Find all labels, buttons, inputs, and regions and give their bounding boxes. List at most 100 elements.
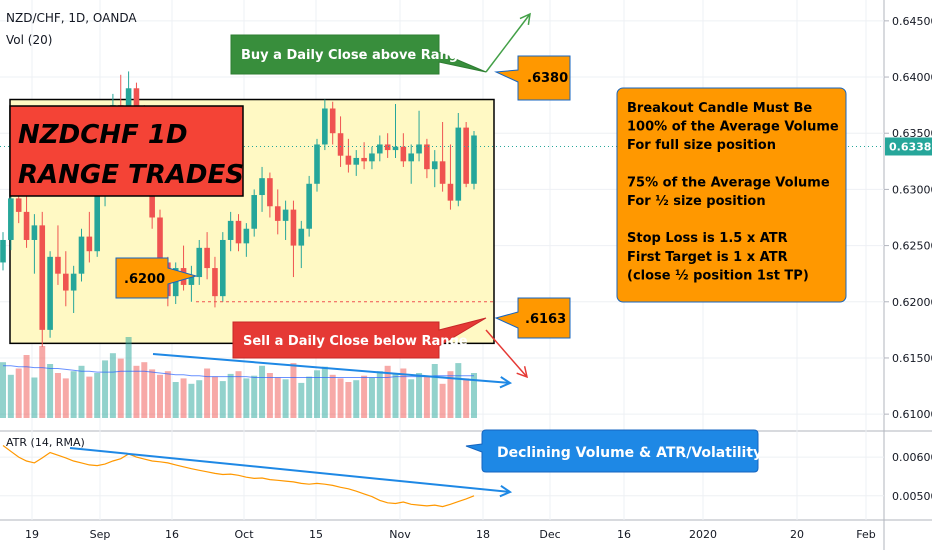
sell-breakout-arrow <box>485 329 528 378</box>
candle-body <box>471 135 477 184</box>
volume-bar <box>149 369 156 418</box>
volume-bar <box>172 382 179 418</box>
candle-body <box>78 236 85 274</box>
rules-line: 75% of the Average Volume <box>627 175 830 190</box>
candle-body <box>439 161 446 184</box>
candle-body <box>0 239 6 263</box>
volume-bar <box>314 370 320 418</box>
rules-line: For full size position <box>627 138 776 153</box>
volume-bar <box>0 362 6 418</box>
last-price-tag <box>885 137 932 156</box>
candle-body <box>345 155 352 165</box>
level-top-text: .6380 <box>527 71 568 86</box>
volume-bar <box>376 371 383 418</box>
candle-body <box>259 178 265 196</box>
sell-callout-shape <box>232 317 487 359</box>
volume-bar <box>47 364 54 418</box>
volume-bar <box>431 364 438 418</box>
volume-bar <box>23 355 30 418</box>
candle-body <box>15 198 22 212</box>
rules-line: For ½ size position <box>627 194 766 209</box>
time-tick-label: 20 <box>790 528 804 541</box>
candle-body <box>314 144 320 184</box>
level-bottom-shape <box>494 297 571 339</box>
candle-body <box>431 161 438 170</box>
level-support-text: .6200 <box>124 272 165 287</box>
volume-bar <box>133 365 140 418</box>
volume-bar <box>219 381 226 418</box>
candle-body <box>306 183 312 229</box>
price-tick-label: 0.61000 <box>892 408 932 421</box>
atr-tick-label: 0.00500 <box>892 490 932 503</box>
volume-bar <box>188 383 195 418</box>
candle-body <box>463 127 469 184</box>
candle-body <box>47 256 53 330</box>
candle-body <box>133 88 140 117</box>
atr-legend[interactable]: ATR (14, RMA) <box>6 436 85 449</box>
volume-bar <box>463 378 470 418</box>
volume-bar <box>423 376 430 418</box>
time-tick-label: Oct <box>234 528 254 541</box>
level-support-callout: .6200 <box>115 257 198 299</box>
atr-trend-arrow-head <box>499 484 513 498</box>
volume-bar <box>243 378 250 418</box>
volume-bar <box>306 376 313 418</box>
volume-bar <box>70 371 77 418</box>
volume-bar <box>62 378 69 418</box>
volume-bar <box>141 362 148 418</box>
volume-bar <box>321 366 328 418</box>
volume-bar <box>157 374 163 418</box>
volume-bar <box>337 378 344 418</box>
candle-body <box>267 178 273 207</box>
candle-body <box>377 144 383 154</box>
buy-callout: Buy a Daily Close above Range <box>230 34 487 75</box>
volume-bar <box>86 376 93 418</box>
volume-bar <box>361 375 368 418</box>
candle-body <box>384 144 391 151</box>
rules-box: Breakout Candle Must Be 100% of the Avera… <box>616 87 847 303</box>
rules-line: First Target is 1 x ATR <box>627 250 788 265</box>
candle-body <box>55 256 61 274</box>
candle-body <box>455 127 462 201</box>
candle-body <box>337 133 344 156</box>
volume-bar <box>211 376 218 418</box>
volume-bar <box>109 353 116 418</box>
volume-layer <box>0 337 477 418</box>
title-line-2: RANGE TRADES <box>18 160 244 190</box>
candle-body <box>282 209 289 221</box>
volume-bar <box>274 377 281 418</box>
time-tick-label: 16 <box>617 528 631 541</box>
candle-body <box>227 220 234 240</box>
buy-breakout-arrow <box>485 13 531 73</box>
candle-body <box>361 157 367 162</box>
volume-bar <box>298 382 305 418</box>
rules-line: Breakout Candle Must Be <box>627 101 812 116</box>
title-block: NZDCHF 1D RANGE TRADES <box>9 105 244 197</box>
time-tick-label: 18 <box>476 528 490 541</box>
candle-body <box>329 108 336 134</box>
volume-bar <box>353 380 360 418</box>
volume-bar <box>345 382 352 418</box>
volume-bar <box>196 380 203 418</box>
candle-body <box>392 146 399 151</box>
candle-body <box>188 277 195 285</box>
volume-bar <box>94 373 101 418</box>
volume-bar <box>102 360 109 418</box>
candle-body <box>70 273 77 291</box>
symbol-legend[interactable]: NZD/CHF, 1D, OANDA <box>6 11 137 25</box>
candle-body <box>94 195 100 252</box>
candle-body <box>63 273 69 291</box>
volume-legend[interactable]: Vol (20) <box>6 33 52 47</box>
volume-bar <box>251 375 258 418</box>
candle-body <box>8 198 14 240</box>
declining-callout-shape <box>465 429 759 473</box>
declining-callout: Declining Volume & ATR/Volatility <box>465 429 762 473</box>
time-tick-label: 15 <box>309 528 323 541</box>
volume-bar <box>227 373 234 418</box>
rules-line: (close ½ position 1st TP) <box>627 268 809 283</box>
sell-callout: Sell a Daily Close below Range <box>232 317 487 359</box>
